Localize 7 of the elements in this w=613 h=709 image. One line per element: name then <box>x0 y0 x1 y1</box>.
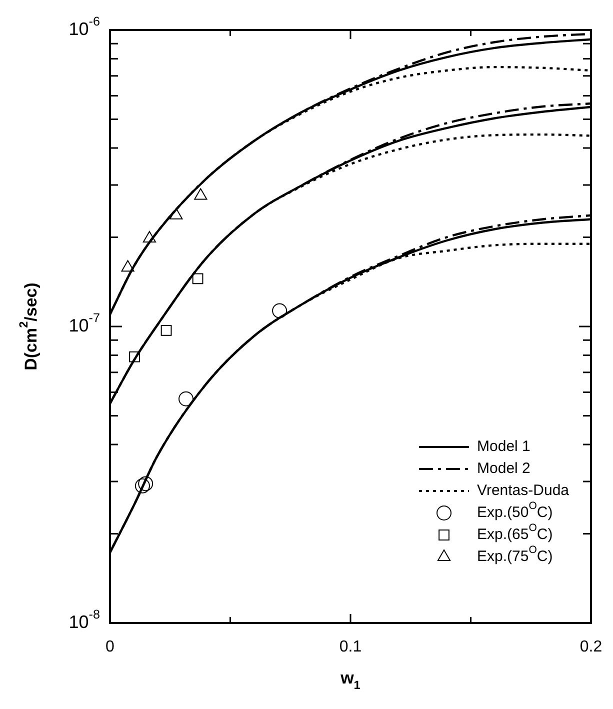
legend-label: Vrentas-Duda <box>477 482 570 500</box>
x-tick-label: 0 <box>106 638 115 656</box>
legend-label: Model 2 <box>477 460 530 478</box>
x-tick-label: 0.2 <box>580 638 602 656</box>
legend-label: Model 1 <box>477 438 530 456</box>
y-axis-title: D(cm2/sec) <box>16 282 41 370</box>
x-tick-label: 0.1 <box>339 638 362 656</box>
